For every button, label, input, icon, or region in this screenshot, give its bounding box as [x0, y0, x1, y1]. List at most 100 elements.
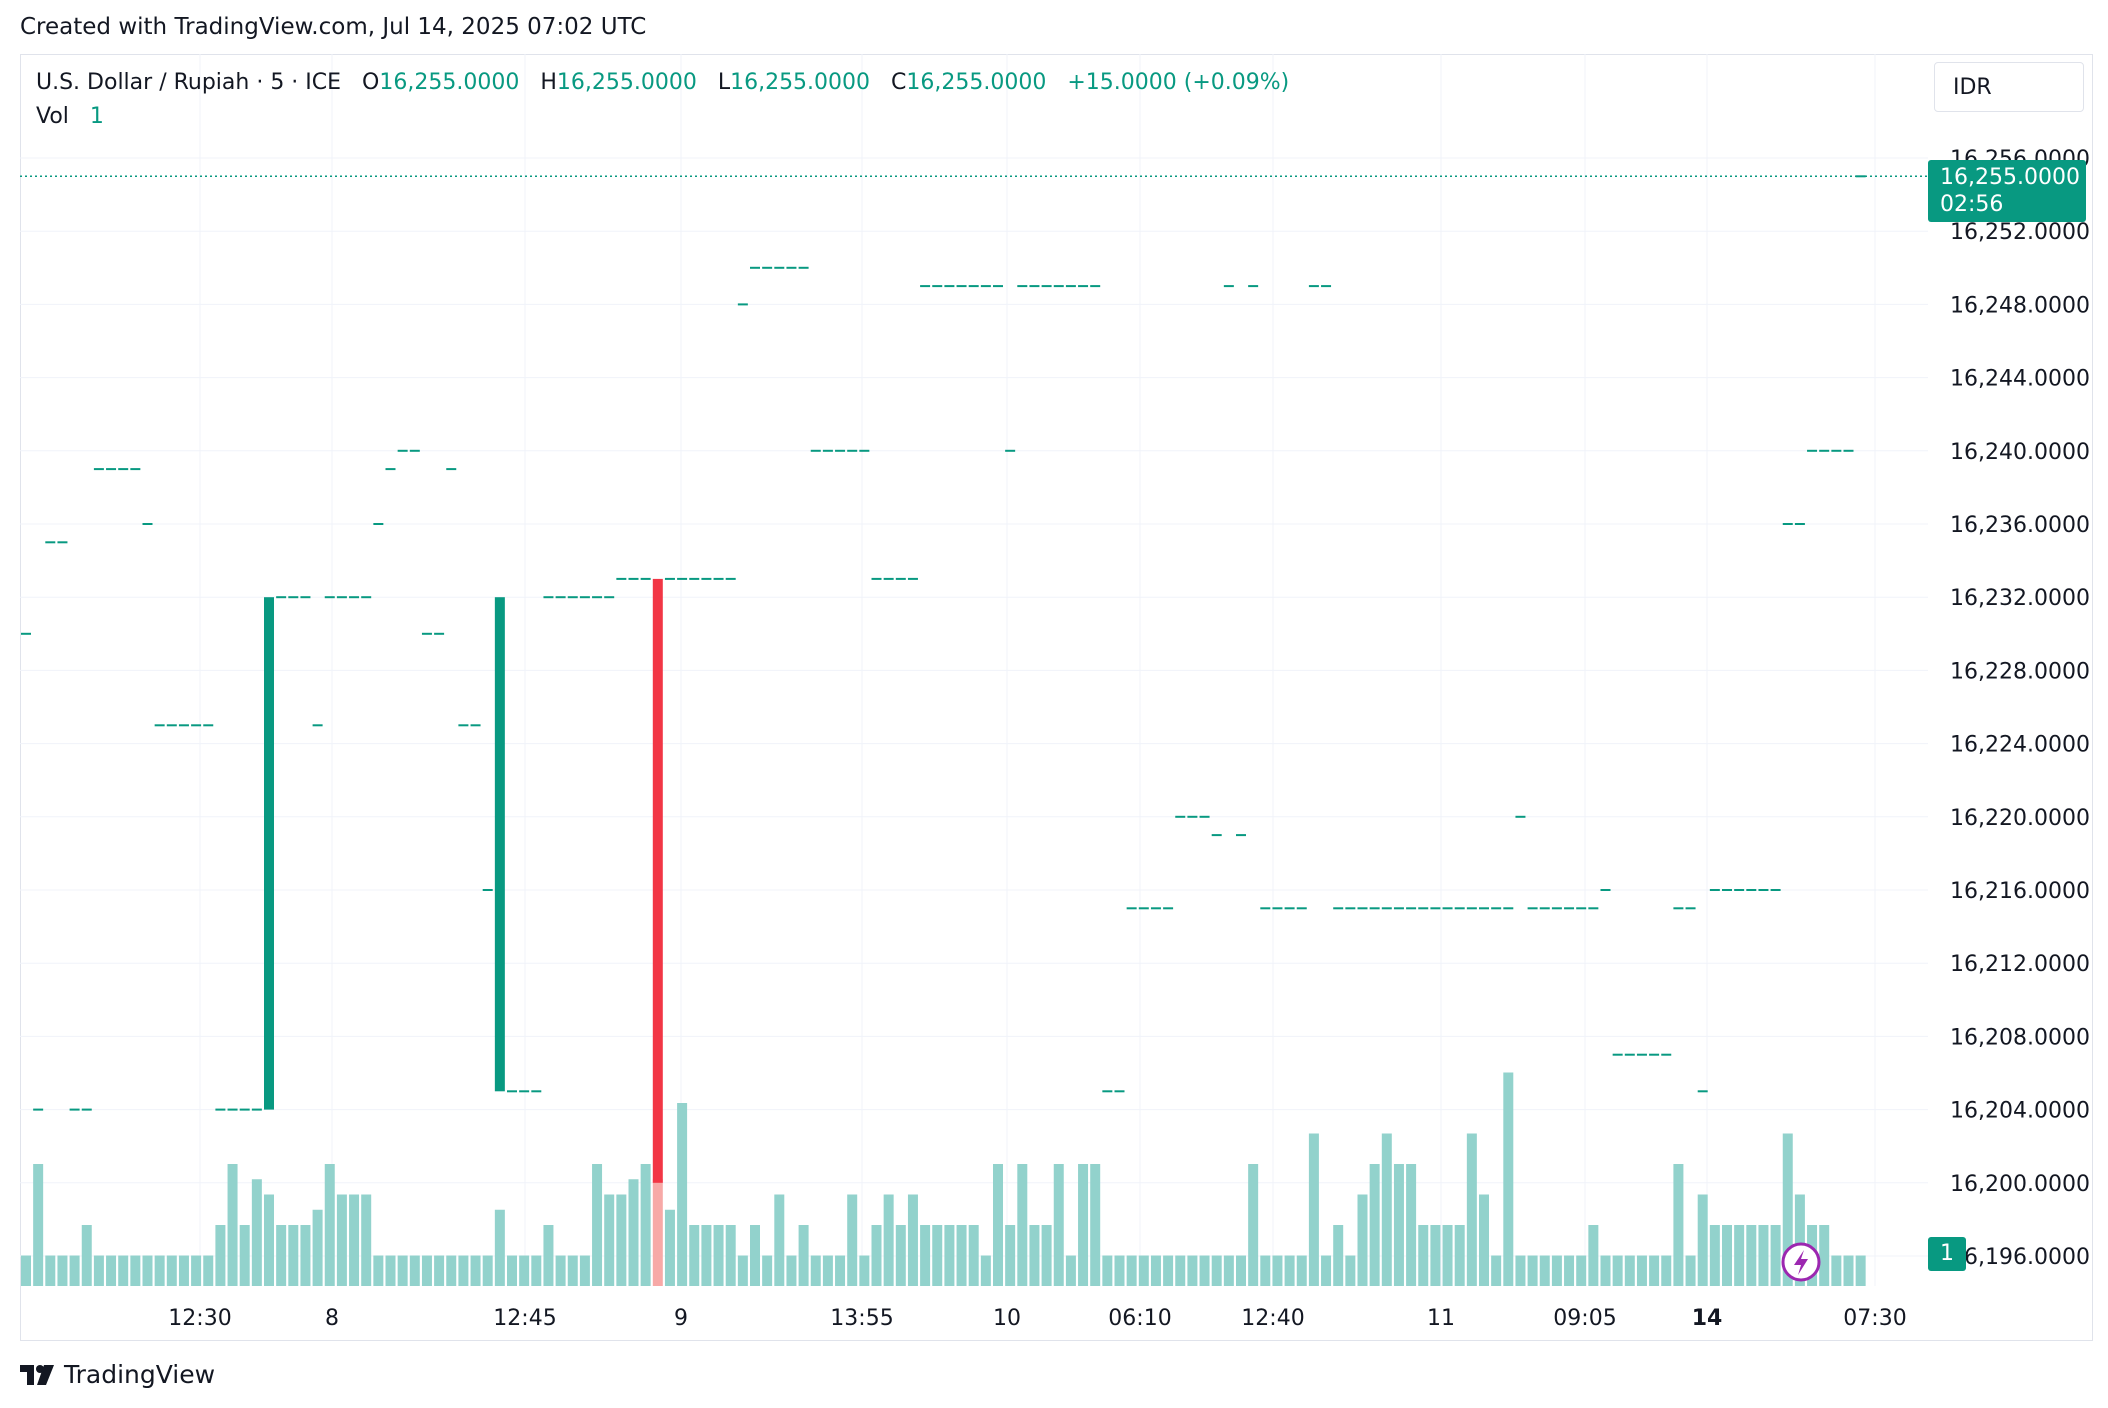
volume-bar: [45, 1255, 56, 1286]
x-tick-label: 8: [325, 1306, 339, 1331]
volume-bar: [1393, 1164, 1404, 1286]
low-label: L: [717, 70, 731, 95]
last-volume-badge: 1: [1928, 1237, 1966, 1271]
volume-bar: [264, 1194, 274, 1286]
volume-bar: [349, 1194, 360, 1286]
y-tick-label: 16,212.0000: [1950, 952, 2090, 977]
volume-legend: Vol 1: [36, 104, 104, 129]
volume-bar: [93, 1255, 104, 1286]
volume-value: 1: [89, 104, 104, 129]
volume-bar: [1843, 1255, 1854, 1286]
volume-bar: [1308, 1133, 1319, 1286]
chart-attribution: Created with TradingView.com, Jul 14, 20…: [20, 14, 647, 40]
close-value: 16,255.0000: [906, 70, 1047, 95]
high-label: H: [540, 70, 557, 95]
x-tick-label: 12:40: [1241, 1306, 1304, 1331]
volume-bar: [920, 1225, 931, 1286]
volume-bar: [1551, 1255, 1562, 1286]
volume-bar: [215, 1225, 226, 1286]
y-tick-label: 16,244.0000: [1950, 367, 2090, 392]
y-tick-label: 16,216.0000: [1950, 879, 2090, 904]
candle[interactable]: [264, 597, 274, 1110]
change-value: +15.0000 (+0.09%): [1067, 70, 1290, 95]
volume-bar: [1794, 1194, 1805, 1286]
volume-bar: [57, 1255, 68, 1286]
volume-bar: [1819, 1225, 1830, 1286]
volume-bar: [166, 1255, 177, 1286]
volume-bar: [1333, 1225, 1344, 1286]
volume-bar: [1150, 1255, 1161, 1286]
open-label: O: [362, 70, 380, 95]
volume-bar: [835, 1255, 846, 1286]
volume-bar: [1600, 1255, 1611, 1286]
volume-bar: [1855, 1255, 1866, 1286]
last-price-value: 16,255.0000: [1940, 165, 2080, 190]
y-axis-ticks: 16,256.000016,252.000016,248.000016,244.…: [1950, 147, 2090, 1270]
volume-bar: [1029, 1225, 1040, 1286]
volume-bar: [1369, 1164, 1380, 1286]
candle[interactable]: [494, 597, 505, 1092]
volume-bar: [434, 1255, 445, 1286]
volume-bars: [21, 1072, 1866, 1286]
volume-bar: [191, 1255, 202, 1286]
volume-bar: [1053, 1164, 1064, 1286]
volume-bar: [1588, 1225, 1599, 1286]
volume-bar: [993, 1164, 1003, 1286]
symbol-name[interactable]: U.S. Dollar / Rupiah · 5 · ICE: [36, 70, 342, 95]
volume-label[interactable]: Vol: [36, 104, 69, 129]
volume-bar: [871, 1225, 882, 1286]
y-tick-label: 16,232.0000: [1950, 586, 2090, 611]
volume-bar: [154, 1255, 165, 1286]
volume-bar: [1065, 1255, 1076, 1286]
volume-bar: [907, 1194, 918, 1286]
volume-bar: [1479, 1194, 1489, 1286]
volume-bar: [142, 1255, 153, 1286]
volume-bar: [895, 1225, 906, 1286]
volume-bar: [968, 1225, 979, 1286]
volume-bar: [883, 1194, 894, 1286]
volume-bar: [774, 1194, 785, 1286]
volume-bar: [312, 1209, 323, 1286]
volume-bar: [847, 1194, 858, 1286]
volume-bar: [1624, 1255, 1635, 1286]
volume-bar: [531, 1255, 542, 1286]
volume-bar: [1685, 1255, 1696, 1286]
volume-bar: [385, 1255, 396, 1286]
volume-bar: [1430, 1225, 1441, 1286]
tradingview-logo-icon: [20, 1364, 54, 1385]
x-axis-ticks: 12:30 8 12:45 9 13:55 10 06:10 12:40 11 09:05 14 07…: [168, 1306, 1906, 1331]
volume-bar: [640, 1164, 651, 1286]
volume-bar: [725, 1225, 736, 1286]
volume-bar: [786, 1255, 797, 1286]
y-tick-label: 16,208.0000: [1950, 1025, 2090, 1050]
volume-bar: [664, 1209, 675, 1286]
volume-bar: [1381, 1133, 1392, 1286]
volume-bar: [1831, 1255, 1842, 1286]
volume-bar: [810, 1255, 821, 1286]
volume-bar: [1418, 1225, 1429, 1286]
volume-bar: [409, 1255, 420, 1286]
replay-bolt-icon[interactable]: [1781, 1242, 1821, 1282]
volume-bar: [1114, 1255, 1125, 1286]
volume-bar: [1491, 1255, 1502, 1286]
tradingview-logo[interactable]: TradingView: [20, 1360, 215, 1389]
volume-bar: [932, 1225, 943, 1286]
volume-bar: [1709, 1225, 1720, 1286]
volume-bar: [1782, 1133, 1793, 1286]
volume-bar: [1746, 1225, 1757, 1286]
candle[interactable]: [652, 578, 663, 1183]
volume-bar: [1260, 1255, 1271, 1286]
volume-bar: [106, 1255, 117, 1286]
volume-bar: [1758, 1225, 1769, 1286]
currency-button[interactable]: IDR: [1934, 62, 2084, 112]
volume-bar: [1090, 1164, 1101, 1286]
grid-lines: [20, 54, 1928, 1286]
volume-bar: [616, 1194, 627, 1286]
volume-bar: [1017, 1164, 1028, 1286]
volume-bar: [1661, 1255, 1672, 1286]
volume-bar: [1503, 1072, 1514, 1286]
volume-bar: [1734, 1225, 1745, 1286]
y-tick-label: 16,252.0000: [1950, 220, 2090, 245]
volume-bar: [822, 1255, 833, 1286]
